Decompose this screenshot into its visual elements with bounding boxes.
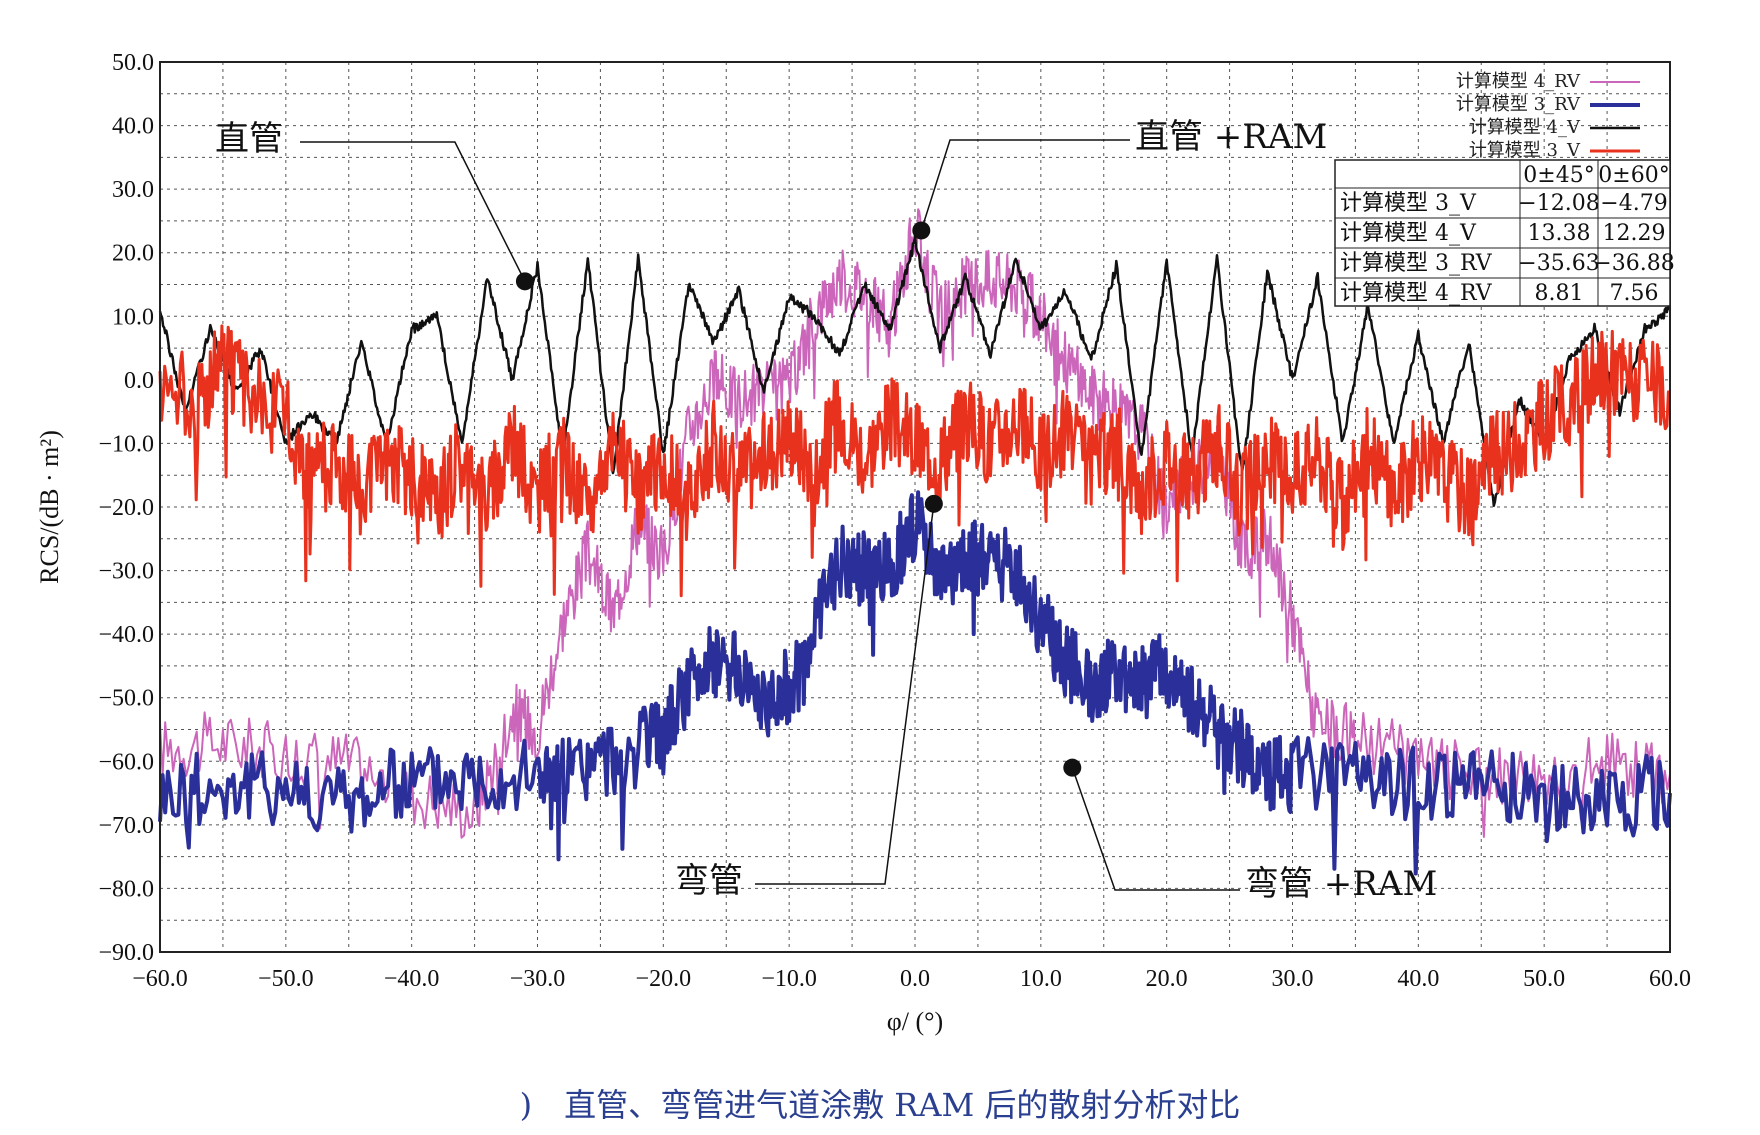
x-tick-label: 60.0: [1649, 966, 1691, 992]
table-cell: −35.63: [1518, 251, 1599, 276]
x-tick-label: −20.0: [636, 966, 692, 992]
y-tick-label: −80.0: [98, 876, 154, 902]
x-tick-label: −10.0: [761, 966, 817, 992]
legend-entry-label: 计算模型 3_V: [1469, 140, 1581, 161]
x-tick-label: 0.0: [900, 966, 930, 992]
series-line: [158, 324, 1671, 598]
x-tick-label: −30.0: [510, 966, 566, 992]
table-cell: −36.88: [1593, 251, 1674, 276]
table-cell: 计算模型 3_V: [1340, 191, 1477, 216]
annotation-label: 直管: [215, 119, 283, 159]
x-tick-label: −40.0: [384, 966, 440, 992]
x-axis-label: φ/ (°): [887, 1007, 943, 1036]
table-cell: 8.81: [1535, 281, 1584, 306]
legend-entry-label: 计算模型 4_RV: [1456, 71, 1581, 92]
table-cell: 13.38: [1528, 221, 1591, 246]
y-tick-label: −20.0: [98, 495, 154, 521]
y-tick-labels: 50.0 40.0 30.0 20.0 10.0 0.0 −10.0 −20.0 −30.0 −4…: [98, 50, 154, 966]
table-cell: 12.29: [1603, 221, 1666, 246]
y-tick-label: 10.0: [112, 304, 154, 330]
y-tick-label: −30.0: [98, 559, 154, 585]
annotation-marker: [924, 494, 943, 513]
x-tick-label: −60.0: [132, 966, 188, 992]
y-axis-label: RCS/(dB · m²): [35, 430, 64, 584]
table-cell: 计算模型 3_RV: [1340, 251, 1493, 276]
y-tick-label: 0.0: [124, 368, 154, 394]
annotation-leader: [1071, 767, 1240, 891]
x-tick-label: 10.0: [1020, 966, 1062, 992]
table-frame: [1334, 159, 1671, 307]
series-line: [159, 208, 1671, 839]
table-cell: 7.56: [1610, 281, 1659, 306]
y-tick-label: 40.0: [112, 114, 154, 140]
annotation-label: 弯管: [675, 861, 743, 901]
annotation-marker: [1063, 758, 1082, 777]
y-tick-label: −40.0: [98, 622, 154, 648]
legend-entry-label: 计算模型 4_V: [1469, 117, 1581, 138]
annotations: 直管 直管 +RAM 弯管 弯管 +RAM: [215, 117, 1437, 904]
y-tick-label: 50.0: [112, 50, 154, 76]
plot-frame: [159, 61, 1671, 953]
table-cell: 0±60°: [1598, 163, 1669, 188]
stats-table: 0±45° 0±60° 计算模型 3_V −12.08 −4.79 计算模型 4_V 13.…: [1334, 159, 1675, 307]
annotation-leader: [920, 139, 1130, 231]
table-cell: 计算模型 4_RV: [1340, 281, 1493, 306]
x-tick-labels: −60.0 −50.0 −40.0 −30.0 −20.0 −10.0 0.0 10.0 20.…: [132, 966, 1691, 992]
legend-entry-label: 计算模型 3_RV: [1456, 94, 1581, 115]
x-tick-label: 50.0: [1523, 966, 1565, 992]
figure-caption: ) 直管、弯管进气道涂敷 RAM 后的散射分析对比: [519, 1086, 1241, 1124]
rcs-chart: −60.0 −50.0 −40.0 −30.0 −20.0 −10.0 0.0 10.0 20.…: [35, 50, 1691, 1036]
table-cell: 计算模型 4_V: [1340, 221, 1477, 246]
y-tick-label: −70.0: [98, 813, 154, 839]
annotation-marker: [912, 221, 931, 240]
y-tick-label: 20.0: [112, 241, 154, 267]
x-tick-label: 30.0: [1272, 966, 1314, 992]
x-tick-label: 20.0: [1146, 966, 1188, 992]
table-cell: −12.08: [1518, 191, 1599, 216]
table-cell: −4.79: [1600, 191, 1667, 216]
annotation-leader: [755, 503, 935, 885]
annotation-label: 弯管 +RAM: [1245, 864, 1437, 904]
y-tick-label: −10.0: [98, 431, 154, 457]
y-tick-label: 30.0: [112, 177, 154, 203]
annotation-marker: [515, 272, 534, 291]
series-line: [158, 490, 1672, 876]
annotation-leader: [300, 141, 526, 282]
y-tick-label: −60.0: [98, 749, 154, 775]
y-tick-label: −50.0: [98, 686, 154, 712]
x-tick-label: 40.0: [1397, 966, 1439, 992]
x-tick-label: −50.0: [258, 966, 314, 992]
annotation-label: 直管 +RAM: [1135, 117, 1327, 157]
table-cell: 0±45°: [1523, 163, 1594, 188]
y-tick-label: −90.0: [98, 940, 154, 966]
